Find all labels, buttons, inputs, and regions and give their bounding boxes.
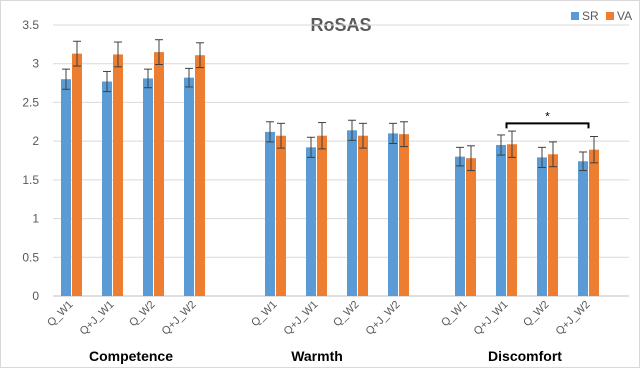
bar-sr [455,156,465,296]
significance-annotation: * [505,109,590,129]
legend-swatch-sr [571,12,579,20]
bar-sr [537,157,547,296]
y-tick-label: 0.5 [22,250,39,264]
gridlines [53,24,629,297]
y-tick-label: 3.5 [22,18,39,32]
y-tick-label: 3 [32,57,39,71]
bar-va [548,154,558,296]
group-label: Warmth [291,348,343,364]
bar-sr [102,81,112,296]
bar-va [358,135,368,296]
bar-sr [578,161,588,296]
x-tick-label: Q_W2 [521,299,552,330]
bar-sr [306,147,316,296]
group-label: Competence [89,348,173,364]
significance-marker: * [545,109,550,123]
x-tick-label: Q_W1 [45,299,76,330]
x-tick-label: Q+J_W2 [160,299,199,338]
bar-sr [496,145,506,296]
x-tick-label: Q_W1 [439,299,470,330]
error-bars [62,39,598,172]
bar-va [317,135,327,296]
bar-sr [388,133,398,296]
bar-sr [143,78,153,296]
x-tick-label: Q+J_W2 [554,299,593,338]
x-tick-label: Q+J_W1 [472,299,511,338]
bar-sr [347,130,357,296]
bar-va [195,55,205,296]
x-tick-label: Q_W2 [331,299,362,330]
y-tick-label: 1 [32,212,39,226]
x-tick-label: Q_W1 [249,299,280,330]
y-tick-label: 2 [32,134,39,148]
significance-bracket [505,122,590,129]
x-tick-label: Q+J_W1 [78,299,117,338]
y-axis: 0 0.5 1 1.5 2 2.5 3 3.5 [22,18,39,303]
legend-label-va: VA [617,9,632,23]
bar-sr [61,79,71,296]
bar-va [72,53,82,296]
bar-va [154,52,164,296]
group-label: Discomfort [488,348,562,364]
bar-sr [265,131,275,296]
bar-va [466,158,476,296]
legend-label-sr: SR [582,9,599,23]
x-tick-label: Q+J_W2 [364,299,403,338]
x-tick-label: Q+J_W1 [282,299,321,338]
bar-sr [184,77,194,296]
x-tick-label: Q_W2 [127,299,158,330]
legend-swatch-va [606,12,614,20]
bar-va [113,54,123,297]
y-tick-label: 2.5 [22,95,39,109]
y-tick-label: 0 [32,289,39,303]
y-tick-label: 1.5 [22,173,39,187]
bar-va [276,135,286,296]
bar-va [589,149,599,296]
legend: SR VA [571,9,632,23]
bar-va [507,144,517,296]
bars [61,52,599,297]
bar-va [399,134,409,296]
